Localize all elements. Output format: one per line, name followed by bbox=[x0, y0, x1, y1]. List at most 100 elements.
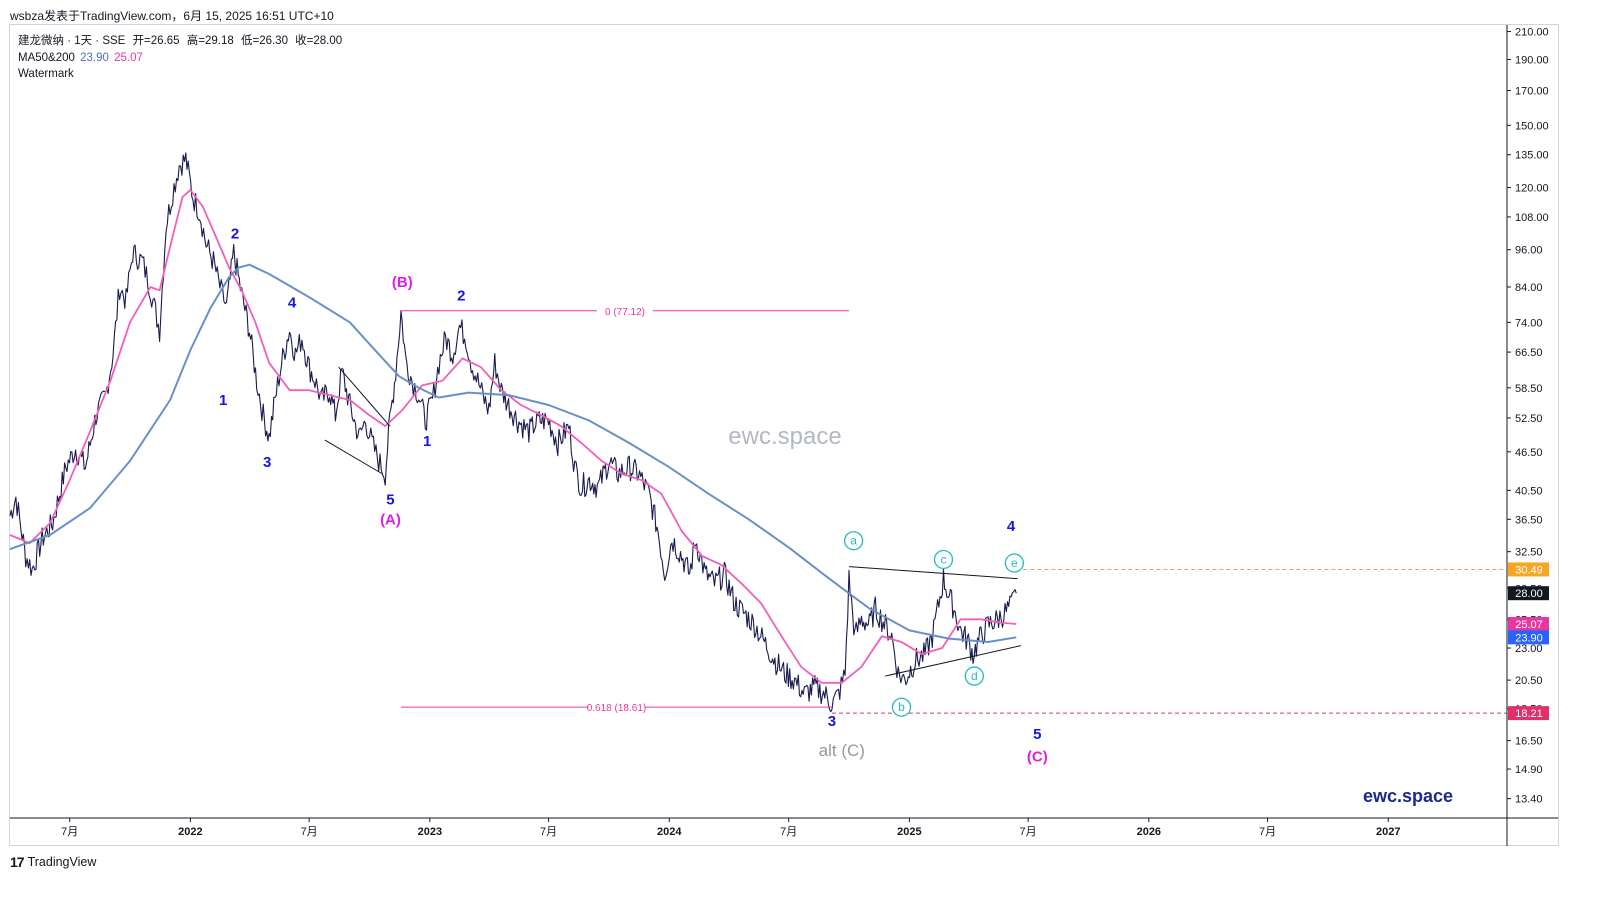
price-axis-tag bbox=[1508, 706, 1549, 721]
wave-label: 3 bbox=[263, 454, 271, 471]
x-tick-label: 7月 bbox=[1259, 826, 1276, 838]
publish-caption: wsbza发表于TradingView.com，6月 15, 2025 16:5… bbox=[10, 9, 334, 23]
price-axis-tag bbox=[1508, 586, 1549, 601]
center-watermark: ewc.space bbox=[728, 423, 841, 450]
circle-wave-label: c bbox=[940, 552, 946, 566]
wave-label: 1 bbox=[219, 392, 227, 409]
y-tick-label: 74.00 bbox=[1515, 317, 1543, 329]
price-axis-tag-label: 18.21 bbox=[1515, 708, 1543, 720]
open-value: 26.65 bbox=[150, 35, 180, 47]
circle-wave-marker bbox=[843, 531, 864, 551]
x-tick-label: 7月 bbox=[61, 826, 78, 838]
y-tick-label: 58.50 bbox=[1515, 383, 1543, 395]
chart-legend: 建龙微纳 · 1天 · SSE 开=26.65 高=29.18 低=26.30 … bbox=[18, 33, 342, 83]
x-tick-label: 2026 bbox=[1137, 826, 1161, 838]
tradingview-brand: TradingView bbox=[27, 855, 97, 869]
series-ma200-line bbox=[9, 263, 1017, 643]
y-tick-label: 170.00 bbox=[1515, 85, 1549, 97]
wave-label: alt (C) bbox=[819, 741, 865, 760]
legend-watermark-row[interactable]: Watermark bbox=[18, 66, 342, 83]
wave-label: (B) bbox=[392, 274, 413, 291]
series-ma50-line bbox=[9, 189, 1017, 684]
price-axis-tag bbox=[1508, 617, 1549, 632]
circle-wave-marker bbox=[891, 697, 912, 717]
wave-label: (C) bbox=[1027, 749, 1048, 766]
y-tick-label: 120.00 bbox=[1515, 183, 1549, 195]
corner-watermark: ewc.space bbox=[1363, 786, 1453, 806]
circle-wave-marker bbox=[933, 549, 954, 570]
x-tick-label: 2023 bbox=[418, 826, 442, 838]
series-price-line bbox=[9, 152, 1017, 713]
y-tick-label: 210.00 bbox=[1515, 27, 1549, 39]
y-tick-label: 13.40 bbox=[1515, 794, 1543, 806]
y-tick-label: 23.00 bbox=[1515, 643, 1543, 655]
price-axis-tag-label: 30.49 bbox=[1515, 564, 1543, 576]
y-tick-label: 20.50 bbox=[1515, 675, 1543, 687]
price-axis-tag bbox=[1508, 630, 1549, 645]
legend-ma-row[interactable]: MA50&200 23.90 25.07 bbox=[18, 50, 342, 67]
y-tick-label: 40.50 bbox=[1515, 485, 1543, 497]
wave-label: 5 bbox=[1033, 726, 1041, 743]
symbol-label[interactable]: 建龙微纳 · 1天 · SSE bbox=[18, 35, 126, 47]
y-tick-label: 190.00 bbox=[1515, 54, 1549, 66]
low-label: 低= bbox=[240, 35, 260, 47]
y-tick-label: 66.50 bbox=[1515, 347, 1543, 359]
x-tick-label: 2027 bbox=[1376, 826, 1400, 838]
tradingview-footer[interactable]: 17 TradingView bbox=[10, 854, 96, 870]
y-tick-label: 16.50 bbox=[1515, 736, 1543, 748]
circle-wave-marker bbox=[1004, 553, 1024, 573]
y-tick-label: 14.90 bbox=[1515, 764, 1543, 776]
circle-wave-label: d bbox=[971, 669, 978, 683]
y-tick-label: 32.50 bbox=[1515, 547, 1543, 559]
circle-wave-label: e bbox=[1011, 556, 1018, 570]
trend-line bbox=[884, 645, 1022, 677]
high-value: 29.18 bbox=[204, 35, 234, 47]
close-label: 收= bbox=[295, 35, 314, 47]
x-tick-label: 7月 bbox=[540, 826, 557, 838]
tradingview-logo-icon: 17 bbox=[10, 854, 25, 870]
y-tick-label: 52.50 bbox=[1515, 413, 1543, 425]
y-tick-label: 150.00 bbox=[1515, 120, 1549, 132]
circle-wave-marker bbox=[964, 666, 984, 686]
y-tick-label: 96.00 bbox=[1515, 245, 1543, 257]
y-tick-label: 46.50 bbox=[1515, 447, 1543, 459]
price-axis-tag-label: 23.90 bbox=[1515, 632, 1543, 644]
trend-line bbox=[324, 439, 383, 475]
wave-label: 2 bbox=[231, 225, 239, 242]
fib-level-label: 0.618 (18.61) bbox=[587, 703, 647, 714]
low-value: 26.30 bbox=[259, 35, 288, 47]
ma200-value: 23.90 bbox=[80, 51, 109, 64]
circle-wave-label: b bbox=[898, 700, 905, 714]
circle-wave-label: a bbox=[850, 534, 857, 548]
open-label: 开= bbox=[132, 35, 151, 47]
price-axis-tag-label: 28.00 bbox=[1515, 588, 1543, 600]
wave-label: 4 bbox=[1007, 518, 1016, 535]
price-axis-tag bbox=[1508, 562, 1549, 577]
y-tick-label: 36.50 bbox=[1515, 514, 1543, 526]
close-value: 28.00 bbox=[313, 35, 343, 47]
legend-symbol-row: 建龙微纳 · 1天 · SSE 开=26.65 高=29.18 低=26.30 … bbox=[18, 33, 342, 50]
x-tick-label: 7月 bbox=[301, 826, 318, 838]
axis-layer: 210.00 190.00 170.00 150.00 135.00 120.00 108.… bbox=[10, 25, 1558, 846]
ma-indicator-label[interactable]: MA50&200 bbox=[18, 51, 75, 64]
wave-label: (A) bbox=[380, 512, 401, 529]
x-tick-label: 2024 bbox=[657, 826, 682, 838]
wave-label: 4 bbox=[288, 295, 297, 312]
ma50-value: 25.07 bbox=[114, 51, 143, 64]
x-tick-label: 7月 bbox=[1020, 826, 1037, 838]
wave-label: 2 bbox=[457, 288, 465, 305]
x-tick-label: 2025 bbox=[897, 826, 921, 838]
wave-label: 5 bbox=[386, 491, 394, 508]
wave-label: 1 bbox=[423, 433, 431, 450]
y-tick-label: 108.00 bbox=[1515, 212, 1549, 224]
watermark-indicator-label[interactable]: Watermark bbox=[18, 68, 74, 80]
trend-line bbox=[338, 366, 391, 427]
trend-line bbox=[848, 566, 1018, 580]
x-tick-label: 7月 bbox=[780, 826, 797, 838]
high-label: 高= bbox=[186, 35, 205, 47]
wave-label: 3 bbox=[828, 713, 836, 730]
plot-layer bbox=[9, 152, 1017, 713]
price-axis-tag-label: 25.07 bbox=[1515, 619, 1543, 631]
x-tick-label: 2022 bbox=[178, 826, 202, 838]
